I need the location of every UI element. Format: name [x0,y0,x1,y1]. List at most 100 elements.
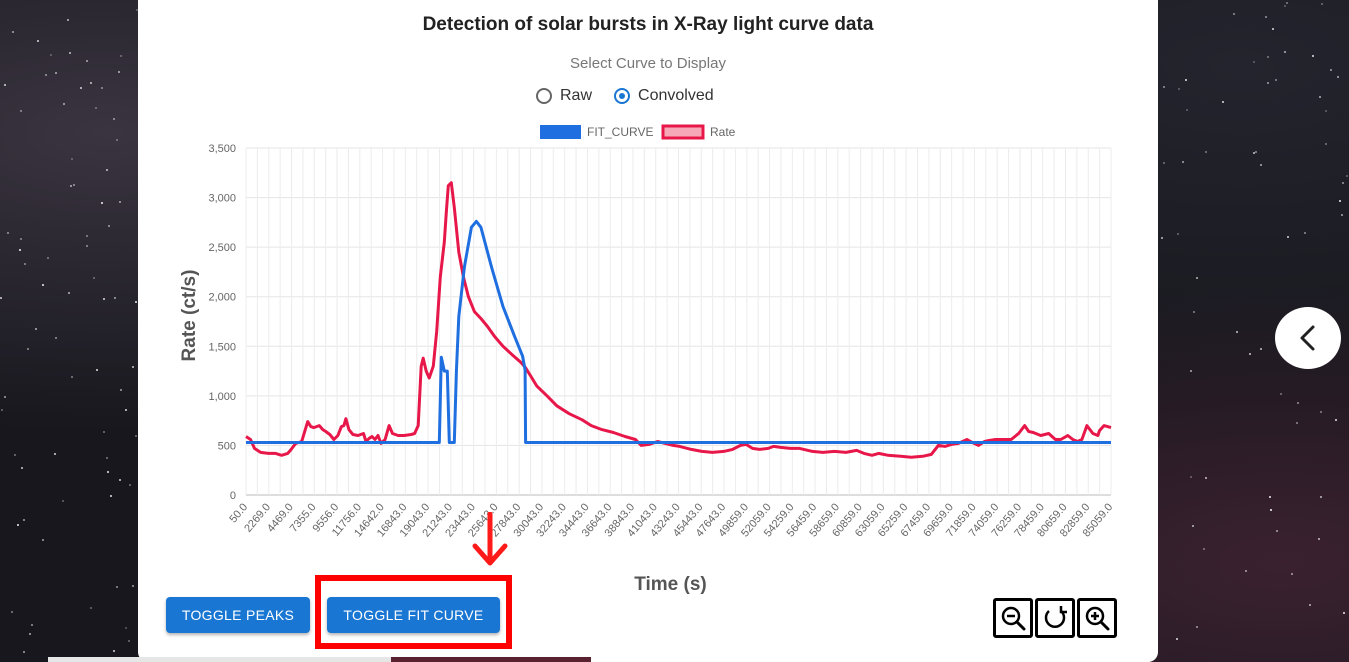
star [1290,572,1293,575]
star [1259,347,1262,350]
star [1245,570,1248,573]
star [1339,200,1342,203]
star [1275,78,1278,81]
star [1325,143,1328,146]
star [61,499,64,502]
light-curve-chart: 05001,0001,5002,0002,5003,0003,50050.022… [179,124,1115,595]
star [119,54,122,57]
star [22,518,25,521]
reset-rotate-icon [1044,606,1067,628]
star [116,138,119,141]
radio-raw-label[interactable]: Raw [560,87,593,104]
star [1343,611,1346,614]
y-axis-title: Rate (ct/s) [179,270,200,362]
radio-convolved[interactable] [614,88,631,104]
curve-select-label: Select Curve to Display [570,55,726,72]
star [79,87,82,90]
highlight-box [315,575,512,649]
star [1318,537,1321,540]
star [107,470,110,473]
star [1320,495,1323,498]
star [30,623,33,626]
radio-raw[interactable] [536,88,552,104]
star [101,87,104,89]
star [1253,151,1255,154]
star [134,301,137,304]
star [1192,310,1195,313]
star [42,539,45,542]
star [102,297,105,300]
reset-zoom-button[interactable] [1035,598,1075,638]
star [1177,88,1180,91]
y-tick-label: 2,000 [208,292,236,304]
star [12,31,15,34]
star [1264,15,1267,18]
star [117,70,120,73]
star [0,297,2,300]
star [1270,508,1273,511]
star [67,292,70,295]
star [1325,110,1328,113]
star [73,184,75,187]
zoom-out-button[interactable] [993,598,1033,638]
star [110,495,113,498]
star [1304,231,1307,234]
star [23,650,26,653]
star [34,327,37,330]
toggle-peaks-button[interactable]: TOGGLE PEAKS [166,597,310,633]
star [1203,548,1206,551]
legend-label-rate[interactable]: Rate [710,125,736,139]
star [131,584,134,587]
star [1181,161,1184,164]
star [1236,330,1239,333]
y-tick-label: 1,000 [208,391,236,403]
star [134,434,137,437]
legend-label-fit-curve[interactable]: FIT_CURVE [587,125,653,139]
star [1255,151,1258,153]
star [125,408,128,411]
star [125,626,128,629]
toggle-fit-curve-button[interactable]: TOGGLE FIT CURVE [327,597,500,633]
star [10,611,13,614]
star [1196,625,1199,628]
bottom-bar-segment [48,657,391,662]
star [1195,276,1198,279]
star [1280,393,1283,396]
star [1335,419,1338,422]
star [69,51,72,54]
star [27,348,30,351]
fit-curve-line [246,219,1111,444]
chevron-left-icon [1300,325,1315,351]
star [1308,603,1311,606]
page-title: Detection of solar bursts in X-Ray light… [422,14,874,35]
y-tick-label: 3,000 [208,193,236,205]
star [103,430,106,433]
star [108,225,111,228]
radio-convolved-label[interactable]: Convolved [638,87,714,104]
star [1192,525,1195,528]
star [1287,235,1289,238]
star [100,201,103,204]
star [70,157,73,160]
star [1345,174,1348,177]
star [53,452,56,455]
star [119,389,122,392]
star [127,640,130,643]
y-tick-label: 500 [218,440,236,452]
previous-slide-button[interactable] [1275,307,1341,369]
star [128,483,131,486]
star [37,39,40,42]
star [1342,182,1345,185]
star [95,368,98,371]
star [1249,353,1252,356]
zoom-in-button[interactable] [1077,598,1117,638]
star [1222,101,1225,104]
legend-swatch-fit-curve [540,125,581,139]
star [54,71,57,74]
x-axis-title: Time (s) [634,574,707,595]
star [1319,96,1322,99]
y-tick-label: 1,500 [208,341,236,353]
legend-swatch-rate [661,124,705,140]
star [1284,50,1287,53]
star [85,244,88,247]
